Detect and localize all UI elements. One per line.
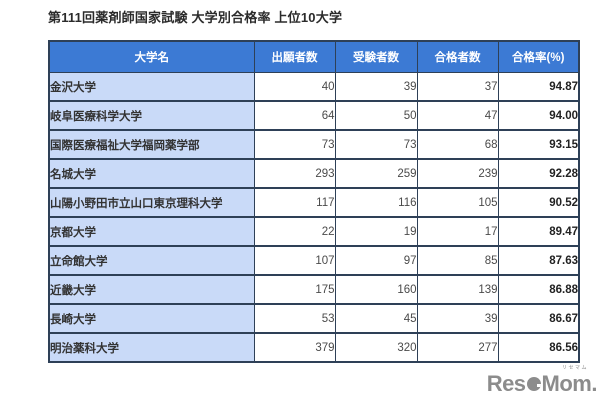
cell-university-name: 国際医療福祉大学福岡薬学部 bbox=[48, 129, 255, 160]
table-row: 岐阜医療科学大学 64 50 47 94.00 bbox=[48, 100, 580, 131]
table-row: 京都大学 22 19 17 89.47 bbox=[48, 216, 580, 247]
cell-applicants: 53 bbox=[253, 303, 336, 334]
cell-pass-rate: 86.88 bbox=[497, 274, 580, 305]
cell-applicants: 379 bbox=[253, 332, 336, 363]
cell-passers: 85 bbox=[416, 245, 499, 276]
cell-applicants: 107 bbox=[253, 245, 336, 276]
cell-pass-rate: 94.00 bbox=[497, 100, 580, 131]
cell-passers: 277 bbox=[416, 332, 499, 363]
table-row: 金沢大学 40 39 37 94.87 bbox=[48, 72, 580, 102]
cell-university-name: 名城大学 bbox=[48, 158, 255, 189]
cell-university-name: 長崎大学 bbox=[48, 303, 255, 334]
table-row: 山陽小野田市立山口東京理科大学 117 116 105 90.52 bbox=[48, 187, 580, 218]
cell-applicants: 293 bbox=[253, 158, 336, 189]
cell-examinees: 39 bbox=[334, 72, 418, 102]
cell-university-name: 岐阜医療科学大学 bbox=[48, 100, 255, 131]
table-row: 名城大学 293 259 239 92.28 bbox=[48, 158, 580, 189]
cell-passers: 105 bbox=[416, 187, 499, 218]
cell-university-name: 明治薬科大学 bbox=[48, 332, 255, 363]
results-table: 大学名 出願者数 受験者数 合格者数 合格率(%) 金沢大学 40 39 37 94.8… bbox=[48, 40, 580, 363]
cell-pass-rate: 86.56 bbox=[497, 332, 580, 363]
resemom-logo-text-post: Mom. bbox=[541, 371, 598, 396]
table-row: 近畿大学 175 160 139 86.88 bbox=[48, 274, 580, 305]
column-header-applicants: 出願者数 bbox=[253, 40, 336, 73]
column-header-examinees: 受験者数 bbox=[334, 40, 418, 73]
cell-passers: 37 bbox=[416, 72, 499, 102]
header-row: 大学名 出願者数 受験者数 合格者数 合格率(%) bbox=[48, 40, 580, 73]
resemom-logo-ruby: リセマム bbox=[561, 365, 588, 371]
table-row: 長崎大学 53 45 39 86.67 bbox=[48, 303, 580, 334]
cell-passers: 17 bbox=[416, 216, 499, 247]
cell-university-name: 京都大学 bbox=[48, 216, 255, 247]
cell-university-name: 立命館大学 bbox=[48, 245, 255, 276]
cell-university-name: 金沢大学 bbox=[48, 72, 255, 102]
cell-applicants: 40 bbox=[253, 72, 336, 102]
cell-pass-rate: 86.67 bbox=[497, 303, 580, 334]
cell-examinees: 160 bbox=[334, 274, 418, 305]
cell-pass-rate: 87.63 bbox=[497, 245, 580, 276]
cell-pass-rate: 94.87 bbox=[497, 72, 580, 102]
cell-pass-rate: 92.28 bbox=[497, 158, 580, 189]
cell-university-name: 山陽小野田市立山口東京理科大学 bbox=[48, 187, 255, 218]
cell-examinees: 50 bbox=[334, 100, 418, 131]
cell-passers: 68 bbox=[416, 129, 499, 160]
resemom-logo-dot-e-icon: e bbox=[526, 377, 541, 391]
cell-applicants: 64 bbox=[253, 100, 336, 131]
cell-examinees: 97 bbox=[334, 245, 418, 276]
cell-pass-rate: 90.52 bbox=[497, 187, 580, 218]
cell-passers: 47 bbox=[416, 100, 499, 131]
cell-pass-rate: 89.47 bbox=[497, 216, 580, 247]
cell-examinees: 259 bbox=[334, 158, 418, 189]
cell-examinees: 320 bbox=[334, 332, 418, 363]
cell-pass-rate: 93.15 bbox=[497, 129, 580, 160]
cell-applicants: 22 bbox=[253, 216, 336, 247]
table-header: 大学名 出願者数 受験者数 合格者数 合格率(%) bbox=[48, 40, 580, 73]
resemom-logo-text-pre: Res bbox=[486, 371, 526, 396]
cell-examinees: 73 bbox=[334, 129, 418, 160]
cell-examinees: 19 bbox=[334, 216, 418, 247]
page-title: 第111回薬剤師国家試験 大学別合格率 上位10大学 bbox=[48, 10, 343, 25]
cell-university-name: 近畿大学 bbox=[48, 274, 255, 305]
table-row: 立命館大学 107 97 85 87.63 bbox=[48, 245, 580, 276]
column-header-pass-rate: 合格率(%) bbox=[497, 40, 580, 73]
resemom-logo: リセマム ReseMom. bbox=[486, 365, 598, 396]
cell-examinees: 45 bbox=[334, 303, 418, 334]
column-header-university: 大学名 bbox=[48, 40, 255, 73]
cell-passers: 39 bbox=[416, 303, 499, 334]
cell-examinees: 116 bbox=[334, 187, 418, 218]
cell-passers: 139 bbox=[416, 274, 499, 305]
cell-applicants: 175 bbox=[253, 274, 336, 305]
column-header-passers: 合格者数 bbox=[416, 40, 499, 73]
table-row: 明治薬科大学 379 320 277 86.56 bbox=[48, 332, 580, 363]
cell-passers: 239 bbox=[416, 158, 499, 189]
table-body: 金沢大学 40 39 37 94.87 岐阜医療科学大学 64 50 47 94.00 国際医療福祉… bbox=[48, 72, 580, 363]
cell-applicants: 117 bbox=[253, 187, 336, 218]
cell-applicants: 73 bbox=[253, 129, 336, 160]
table-row: 国際医療福祉大学福岡薬学部 73 73 68 93.15 bbox=[48, 129, 580, 160]
